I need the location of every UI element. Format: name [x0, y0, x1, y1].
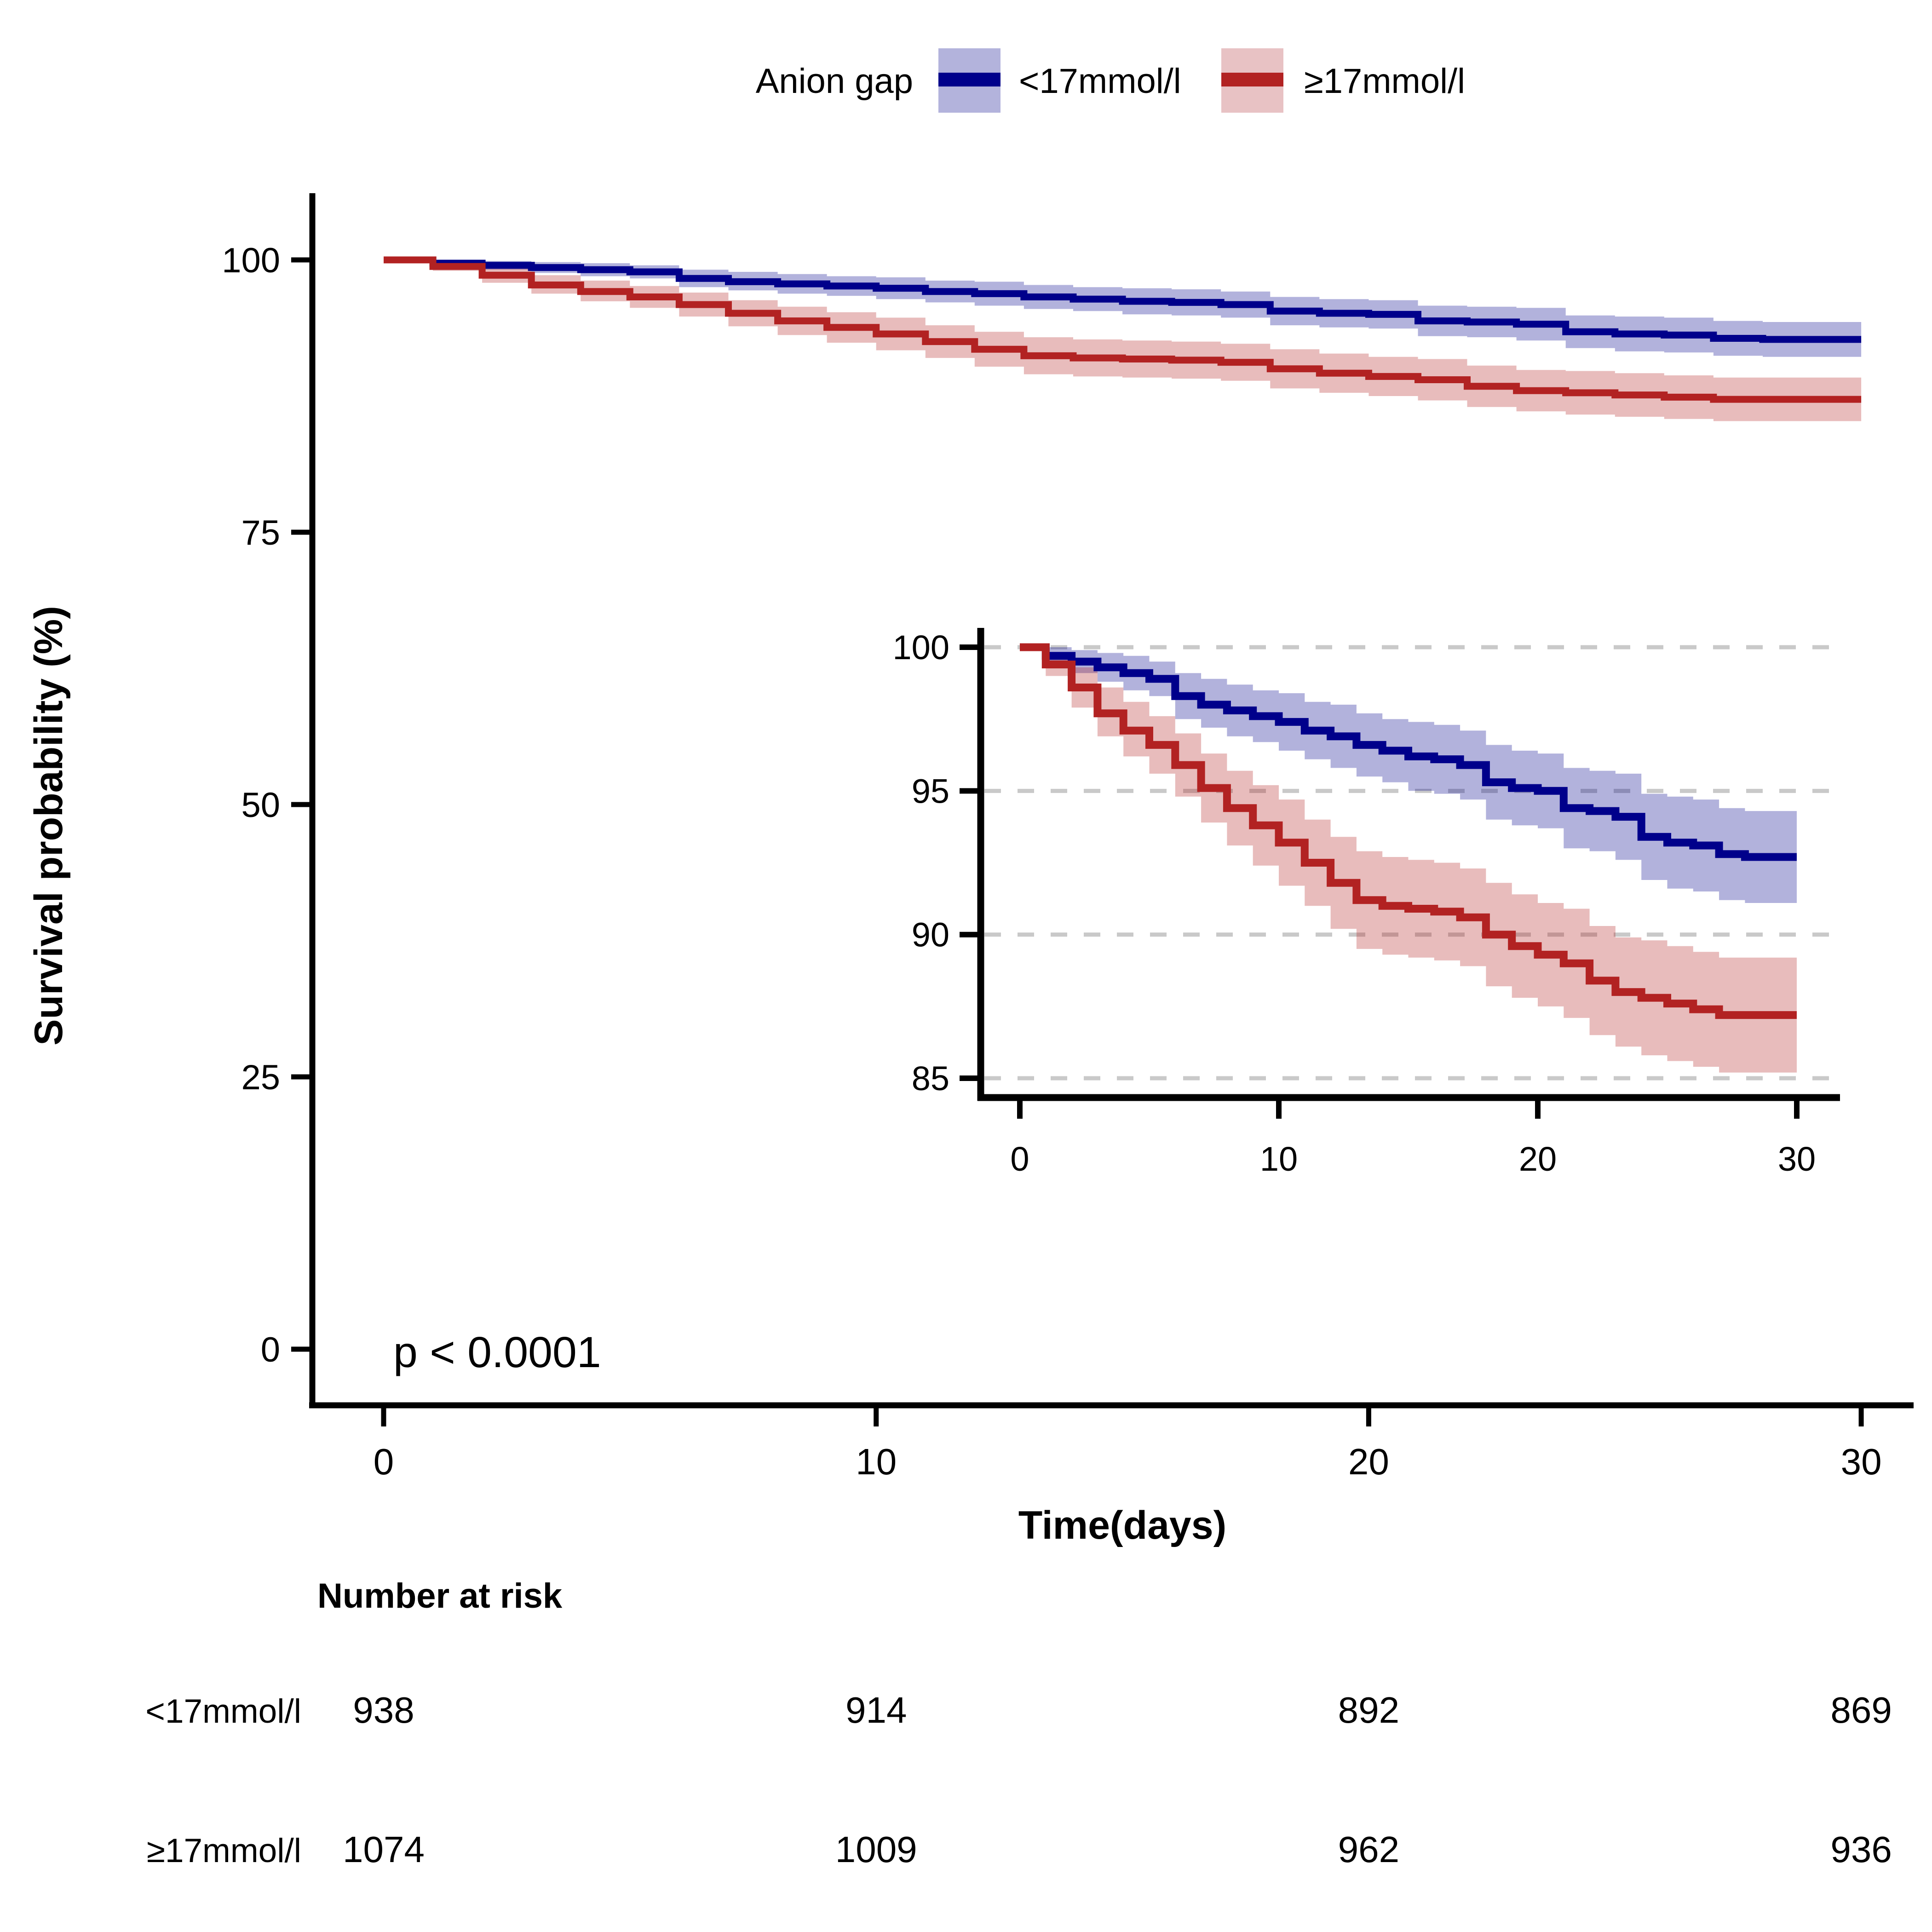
risk-value-r1-t10: 914	[845, 1690, 907, 1731]
main-plot-curves	[384, 256, 1862, 403]
inset-gridlines	[984, 645, 1835, 1081]
inset-curves	[1020, 643, 1797, 1019]
inset-y-tick-label-100: 100	[893, 628, 949, 667]
risk-value-r1-t0: 938	[353, 1690, 414, 1731]
inset-x-tick-label-10: 10	[1260, 1140, 1298, 1178]
y-tick-label-100: 100	[222, 241, 280, 280]
legend-key-line-ge17	[1221, 73, 1283, 86]
risk-value-r1-t20: 892	[1338, 1690, 1399, 1731]
inset-x-tick-label-0: 0	[1010, 1140, 1029, 1178]
legend-key-line-lt17	[938, 73, 1000, 86]
legend-title: Anion gap	[756, 62, 913, 101]
inset-plot: 100 95 90 85 0 10 20 30	[893, 622, 1846, 1178]
inset-ticks: 100 95 90 85 0 10 20 30	[893, 628, 1816, 1178]
inset-background	[974, 622, 1846, 1105]
survival-curve-lt17	[384, 256, 1862, 343]
number-at-risk-table: Number at risk <17mmol/l ≥17mmol/l 938 91…	[145, 1576, 1892, 1870]
risk-value-r2-t20: 962	[1338, 1829, 1399, 1870]
survival-curve-ge17	[384, 256, 1862, 403]
inset-y-tick-label-85: 85	[912, 1059, 949, 1098]
inset-x-tick-label-20: 20	[1519, 1140, 1557, 1178]
risk-value-r1-t30: 869	[1830, 1690, 1892, 1731]
legend-label-ge17: ≥17mmol/l	[1304, 62, 1465, 101]
risk-row-label-lt17: <17mmol/l	[145, 1693, 301, 1730]
inset-y-tick-label-95: 95	[912, 772, 949, 810]
ci-ribbon-ge17	[384, 260, 1862, 421]
legend: Anion gap <17mmol/l ≥17mmol/l	[756, 48, 1465, 113]
inset-x-tick-label-30: 30	[1778, 1140, 1816, 1178]
risk-table-title: Number at risk	[317, 1576, 563, 1616]
risk-row-label-ge17: ≥17mmol/l	[147, 1832, 301, 1869]
x-tick-label-30: 30	[1841, 1441, 1882, 1482]
inset-ribbons	[1020, 647, 1797, 1073]
risk-numbers: 938 914 892 869 1074 1009 962 936	[343, 1690, 1892, 1870]
y-tick-label-50: 50	[241, 786, 280, 825]
y-tick-label-75: 75	[241, 513, 280, 552]
p-value-annotation: p < 0.0001	[393, 1328, 601, 1377]
survival-curve-ge17	[1020, 643, 1797, 1019]
risk-value-r2-t0: 1074	[343, 1829, 425, 1870]
ci-ribbon-ge17	[1020, 647, 1797, 1073]
risk-value-r2-t10: 1009	[835, 1829, 917, 1870]
x-tick-label-10: 10	[856, 1441, 897, 1482]
inset-y-tick-label-90: 90	[912, 916, 949, 954]
x-tick-label-20: 20	[1348, 1441, 1389, 1482]
y-axis-title: Survival probability (%)	[27, 606, 71, 1046]
survival-curve-lt17	[1020, 643, 1797, 861]
y-tick-label-25: 25	[241, 1058, 280, 1097]
x-axis-title: Time(days)	[1018, 1503, 1226, 1547]
risk-value-r2-t30: 936	[1830, 1829, 1892, 1870]
ci-ribbon-lt17	[1020, 647, 1797, 903]
legend-label-lt17: <17mmol/l	[1019, 62, 1181, 101]
x-tick-label-0: 0	[374, 1441, 394, 1482]
y-tick-label-0: 0	[261, 1330, 280, 1369]
